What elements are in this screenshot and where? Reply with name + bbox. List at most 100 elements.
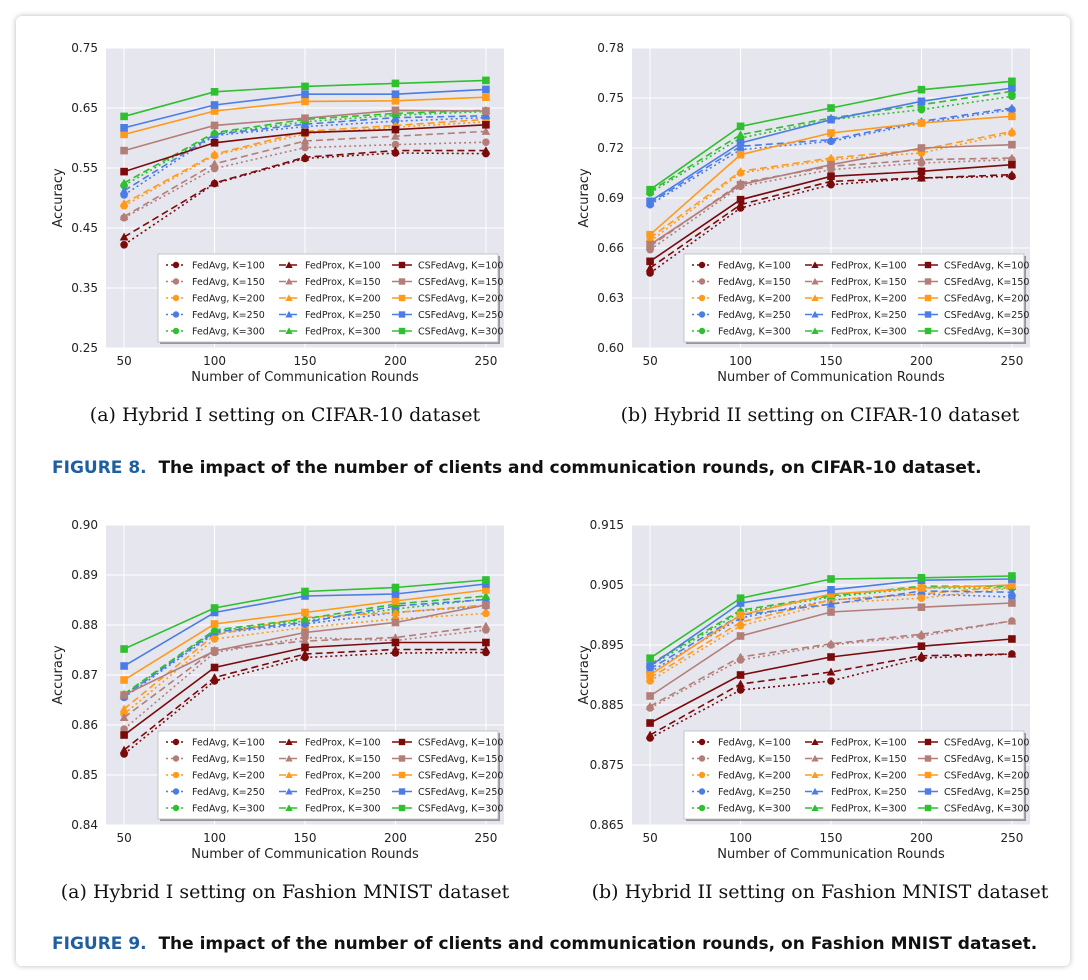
legend-box xyxy=(683,253,1025,343)
data-point xyxy=(826,599,836,608)
legend-swatch-marker xyxy=(698,788,706,795)
legend-item: FedProx, K=100 xyxy=(279,738,381,749)
data-point xyxy=(301,82,309,91)
legend-swatch-marker xyxy=(285,310,293,318)
y-tick-label: 0.75 xyxy=(71,41,98,55)
data-point xyxy=(482,580,490,588)
legend-item: CSFedAvg, K=200 xyxy=(918,294,1029,305)
data-point xyxy=(917,144,926,152)
data-point xyxy=(301,592,309,600)
data-point xyxy=(645,701,655,710)
legend-label: CSFedAvg, K=250 xyxy=(418,310,503,321)
data-point xyxy=(917,629,926,638)
legend-label: FedAvg, K=150 xyxy=(192,277,265,288)
data-point xyxy=(1008,572,1016,580)
y-tick-label: 0.45 xyxy=(71,221,98,235)
legend-label: CSFedAvg, K=100 xyxy=(418,261,503,272)
data-point xyxy=(1008,112,1016,121)
legend-swatch-marker xyxy=(924,294,932,302)
legend-label: FedAvg, K=100 xyxy=(192,261,265,272)
data-point xyxy=(482,76,490,85)
data-point xyxy=(482,638,490,647)
series-line xyxy=(649,95,1013,194)
legend-label: FedAvg, K=150 xyxy=(718,277,791,288)
series-csfedavg-k-300 xyxy=(646,572,1016,662)
x-tick-label: 250 xyxy=(474,354,497,368)
data-point xyxy=(391,90,400,98)
data-point xyxy=(391,79,400,88)
y-tick-label: 0.89 xyxy=(71,568,98,582)
data-point xyxy=(736,150,745,159)
data-point xyxy=(827,129,835,137)
data-point xyxy=(300,649,310,658)
data-point xyxy=(736,652,745,661)
series-fedprox-k-150 xyxy=(645,616,1017,710)
legend-label: FedAvg, K=300 xyxy=(718,804,791,815)
legend-label: FedAvg, K=150 xyxy=(192,754,265,765)
legend-item: FedAvg, K=100 xyxy=(166,261,265,272)
data-point xyxy=(917,167,926,176)
legend-swatch-marker xyxy=(172,755,180,762)
legend-item: FedProx, K=100 xyxy=(805,738,907,749)
figure-9-text: The impact of the number of clients and … xyxy=(158,934,1038,954)
data-point xyxy=(736,617,745,626)
legend-item: FedAvg, K=150 xyxy=(166,754,265,765)
y-tick-label: 0.75 xyxy=(597,91,624,105)
data-point xyxy=(120,146,128,155)
series-csfedavg-k-300 xyxy=(120,576,490,653)
data-point xyxy=(210,608,219,617)
legend-item: FedAvg, K=200 xyxy=(692,294,791,305)
y-tick-label: 0.78 xyxy=(597,41,624,55)
chart-fig9b-hybrid2-fashion-mnist: 0.865 0.875 0.885 0.895 0.905 0.915 50 100 150 20… xyxy=(577,518,1030,862)
series-line xyxy=(649,653,1012,736)
series-csfedavg-k-200 xyxy=(646,581,1016,679)
series-csfedavg-k-100 xyxy=(120,121,490,176)
legend-item: CSFedAvg, K=300 xyxy=(918,804,1029,815)
legend-label: FedProx, K=150 xyxy=(831,277,907,288)
data-point xyxy=(301,143,309,152)
series-csfedavg-k-300 xyxy=(120,76,490,121)
legend-item: FedProx, K=200 xyxy=(279,771,381,782)
legend-swatch-marker xyxy=(398,771,406,779)
series-line xyxy=(649,585,1012,665)
data-point xyxy=(917,173,926,182)
data-point xyxy=(827,653,835,661)
data-point xyxy=(1008,581,1016,589)
legend-swatch-marker xyxy=(811,277,819,285)
legend-label: CSFedAvg, K=150 xyxy=(418,277,503,288)
y-tick-label: 0.865 xyxy=(590,818,624,832)
x-tick-label: 50 xyxy=(116,831,131,845)
legend-swatch-marker xyxy=(285,804,293,811)
x-tick-label: 200 xyxy=(910,354,933,368)
legend-label: FedAvg, K=250 xyxy=(718,787,791,798)
y-tick-label: 0.35 xyxy=(71,281,98,295)
data-point xyxy=(1008,160,1016,169)
x-tick-label: 200 xyxy=(384,354,407,368)
y-tick-label: 0.85 xyxy=(71,768,98,782)
data-point xyxy=(301,643,309,652)
legend-swatch-marker xyxy=(285,771,293,778)
legend-label: FedProx, K=150 xyxy=(305,277,381,288)
data-point xyxy=(301,97,309,106)
legend-label: CSFedAvg, K=200 xyxy=(944,771,1029,782)
figure-8-text: The impact of the number of clients and … xyxy=(158,458,982,478)
legend-item: CSFedAvg, K=250 xyxy=(918,787,1029,798)
data-point xyxy=(120,167,128,176)
data-point xyxy=(646,197,654,206)
data-point xyxy=(120,112,128,121)
data-point xyxy=(482,586,490,594)
legend-swatch-marker xyxy=(811,787,819,795)
data-point xyxy=(210,121,219,130)
legend-item: FedAvg, K=200 xyxy=(166,771,265,782)
legend-item: CSFedAvg, K=250 xyxy=(918,310,1029,321)
legend-swatch-marker xyxy=(924,804,932,812)
data-point xyxy=(210,101,219,109)
data-point xyxy=(645,263,655,272)
legend-swatch-marker xyxy=(398,327,406,335)
x-tick-label: 200 xyxy=(384,831,407,845)
legend-swatch-marker xyxy=(398,788,406,795)
legend-swatch-marker xyxy=(172,327,180,335)
series-csfedavg-k-250 xyxy=(646,84,1016,206)
data-point xyxy=(482,107,490,115)
data-point xyxy=(210,107,219,115)
